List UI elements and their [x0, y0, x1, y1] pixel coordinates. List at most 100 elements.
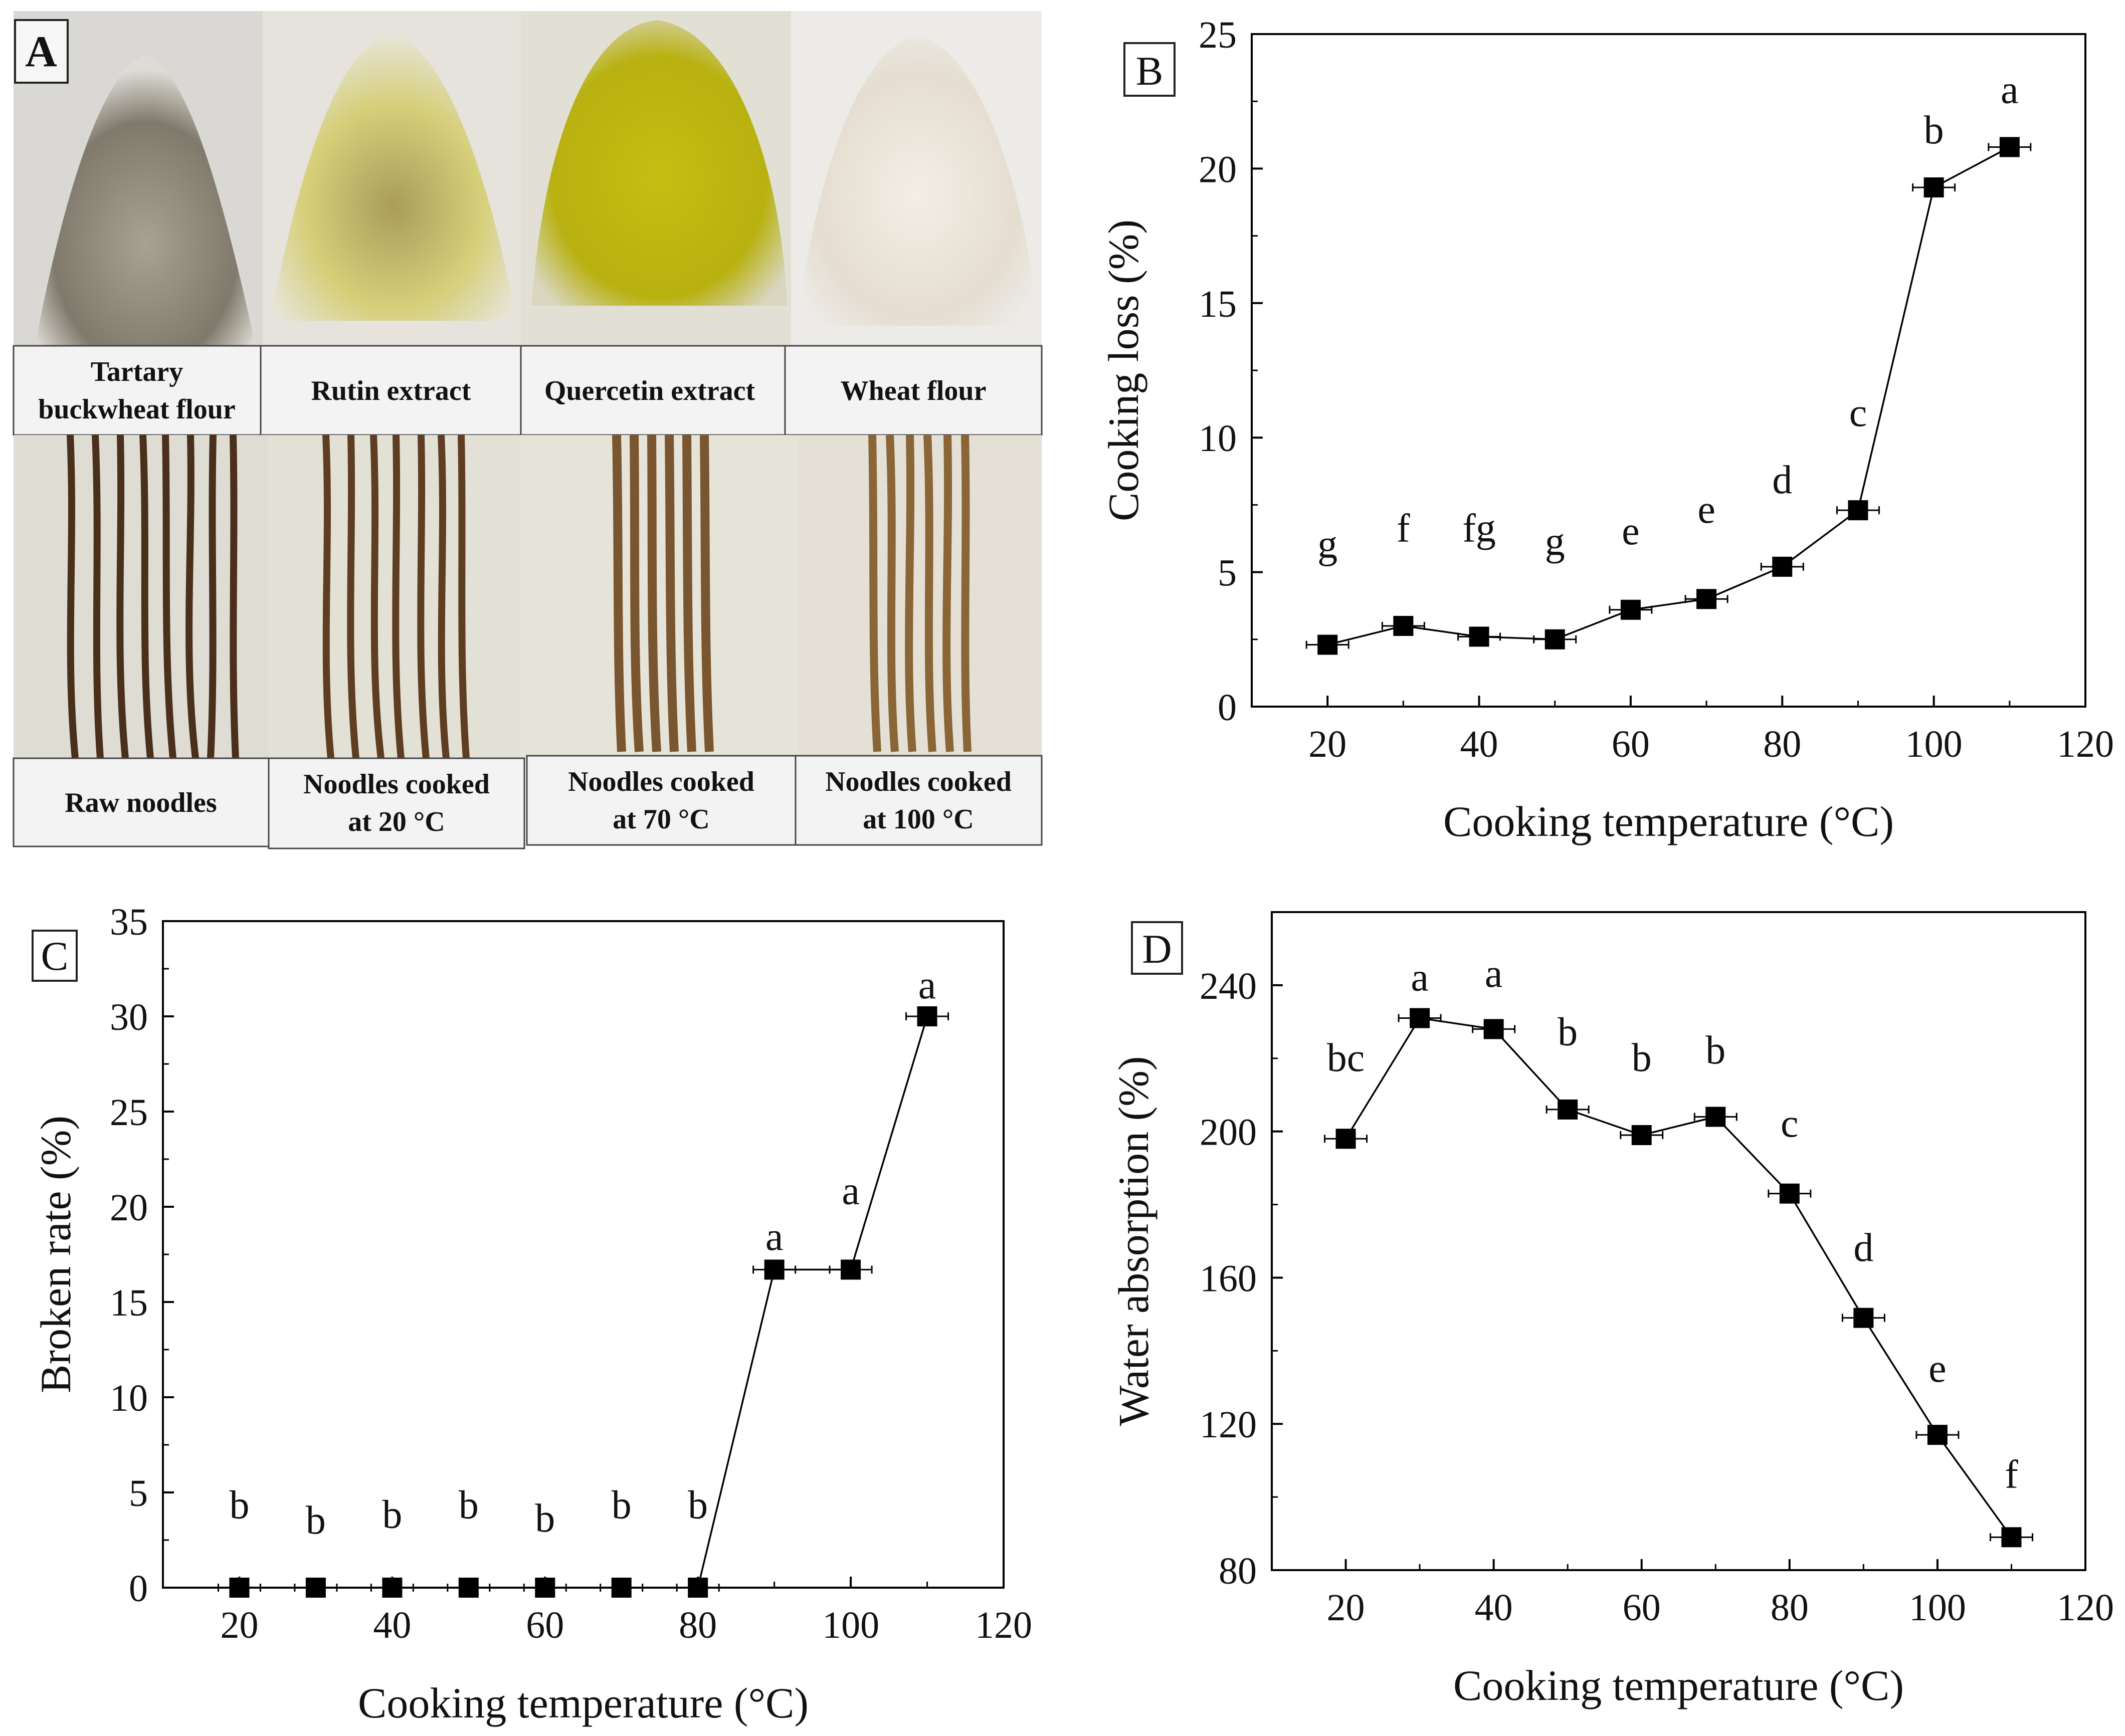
data-point-marker — [1393, 615, 1414, 636]
significance-letter: b — [459, 1483, 479, 1528]
caption-quercetin: Quercetin extract — [520, 345, 786, 436]
significance-letter: b — [1924, 108, 1944, 152]
significance-letter: c — [1849, 391, 1867, 435]
caption-noodles-20c: Noodles cooked at 20 °C — [268, 757, 525, 849]
x-tick-label: 40 — [373, 1604, 411, 1646]
x-tick-label: 120 — [2057, 1587, 2114, 1629]
x-tick-label: 60 — [526, 1604, 564, 1646]
caption-rutin: Rutin extract — [260, 345, 522, 436]
series-line — [1327, 146, 2010, 646]
panel-a-label-box: A — [14, 19, 69, 84]
caption-tartary: Tartary buckwheat flour — [13, 345, 262, 436]
series-line — [239, 1016, 928, 1589]
data-point-marker — [1779, 1183, 1800, 1204]
x-tick-label: 120 — [975, 1604, 1032, 1646]
x-tick-label: 20 — [220, 1604, 258, 1646]
significance-letter: b — [1558, 1010, 1578, 1054]
x-axis-label: Cooking temperature (°C) — [1443, 797, 1894, 845]
data-point-marker — [1772, 556, 1793, 577]
noodle-photo-20c — [269, 435, 521, 759]
data-point-marker — [382, 1578, 403, 1598]
data-point-marker — [535, 1578, 555, 1598]
y-tick-label: 0 — [129, 1568, 148, 1610]
significance-letter: f — [2005, 1452, 2018, 1496]
y-tick-label: 10 — [110, 1377, 148, 1419]
x-tick-label: 100 — [1909, 1587, 1966, 1629]
data-point-marker — [1631, 1125, 1652, 1145]
x-tick-label: 60 — [1623, 1587, 1661, 1629]
y-tick-label: 120 — [1200, 1404, 1257, 1446]
data-point-marker — [1410, 1008, 1430, 1028]
y-tick-label: 200 — [1200, 1112, 1257, 1154]
chart-panel-c: 20 40 60 80 100 120 0 5 10 15 20 25 30 35 Cooking temp… — [32, 901, 1032, 1727]
significance-letter: b — [382, 1493, 402, 1537]
significance-letter: e — [1697, 488, 1715, 532]
significance-letter: d — [1853, 1226, 1873, 1270]
caption-noodles-70c-line1: Noodles cooked — [568, 766, 754, 797]
data-point-marker — [1544, 629, 1565, 649]
data-point-marker — [764, 1259, 785, 1280]
powder-photo-tartary-buckwheat — [14, 11, 263, 346]
caption-rutin-label: Rutin extract — [311, 375, 471, 406]
significance-letter: b — [229, 1483, 249, 1528]
panel-label-box — [32, 930, 78, 982]
caption-noodles-70c-line2: at 70 °C — [613, 804, 709, 835]
x-tick-label: 40 — [1460, 723, 1498, 765]
data-point-marker — [841, 1259, 861, 1280]
noodle-photo-70c — [521, 435, 799, 758]
powder-photo-quercetin — [521, 11, 791, 346]
powder-photo-rutin — [263, 11, 521, 346]
y-tick-label: 10 — [1199, 417, 1237, 460]
y-axis-label: Water absorption (%) — [1109, 1056, 1157, 1426]
y-tick-label: 35 — [110, 901, 148, 943]
significance-letter: d — [1772, 458, 1792, 502]
y-tick-label: 5 — [129, 1472, 148, 1514]
panel-label-box — [1123, 42, 1176, 97]
x-tick-label: 80 — [1771, 1587, 1809, 1629]
x-tick-label: 120 — [2057, 723, 2114, 765]
data-point-marker — [1848, 500, 1868, 521]
y-axis-label: Cooking loss (%) — [1099, 220, 1147, 521]
significance-letter: b — [1705, 1028, 1725, 1072]
data-point-marker — [1558, 1099, 1578, 1120]
significance-letter: g — [1545, 520, 1565, 564]
caption-quercetin-label: Quercetin extract — [544, 375, 755, 406]
panel-label: D — [1142, 926, 1172, 972]
significance-letter: a — [765, 1215, 784, 1259]
x-axis-label: Cooking temperature (°C) — [358, 1679, 809, 1727]
panel-a-photos: Tartary buckwheat flour Rutin extract Qu… — [13, 11, 1043, 849]
panel-label: C — [41, 933, 69, 979]
series-line — [1345, 1017, 2012, 1538]
x-tick-label: 20 — [1308, 723, 1346, 765]
y-tick-label: 0 — [1218, 687, 1237, 729]
x-axis-label: Cooking temperature (°C) — [1453, 1661, 1904, 1709]
x-tick-label: 80 — [1763, 723, 1801, 765]
data-point-marker — [1999, 137, 2020, 157]
data-point-marker — [1705, 1107, 1726, 1127]
caption-wheat-label: Wheat flour — [841, 375, 987, 406]
plot-frame — [1251, 33, 2086, 708]
data-point-marker — [1317, 634, 1338, 655]
y-tick-label: 25 — [110, 1092, 148, 1134]
y-tick-label: 80 — [1219, 1550, 1257, 1592]
significance-letter: fg — [1462, 507, 1496, 551]
noodle-photo-raw — [14, 435, 269, 759]
powder-photo-wheat — [791, 11, 1042, 346]
significance-letter: f — [1397, 507, 1410, 551]
y-tick-label: 20 — [1199, 148, 1237, 190]
panel-a-label: A — [25, 28, 57, 76]
data-point-marker — [458, 1578, 479, 1598]
caption-tartary-line2: buckwheat flour — [38, 394, 236, 425]
data-point-marker — [1335, 1129, 1356, 1149]
data-point-marker — [917, 1006, 937, 1026]
caption-raw-noodles-label: Raw noodles — [65, 787, 217, 818]
chart-panel-b: 20 40 60 80 100 120 0 5 10 15 20 25 Cooking temperat… — [1099, 14, 2114, 845]
plot-frame — [1271, 911, 2086, 1571]
noodle-photo-100c — [799, 435, 1042, 758]
x-tick-label: 80 — [679, 1604, 717, 1646]
significance-letter: b — [306, 1498, 326, 1543]
data-point-marker — [1696, 589, 1717, 609]
data-point-marker — [688, 1578, 708, 1598]
x-tick-label: 100 — [1905, 723, 1963, 765]
